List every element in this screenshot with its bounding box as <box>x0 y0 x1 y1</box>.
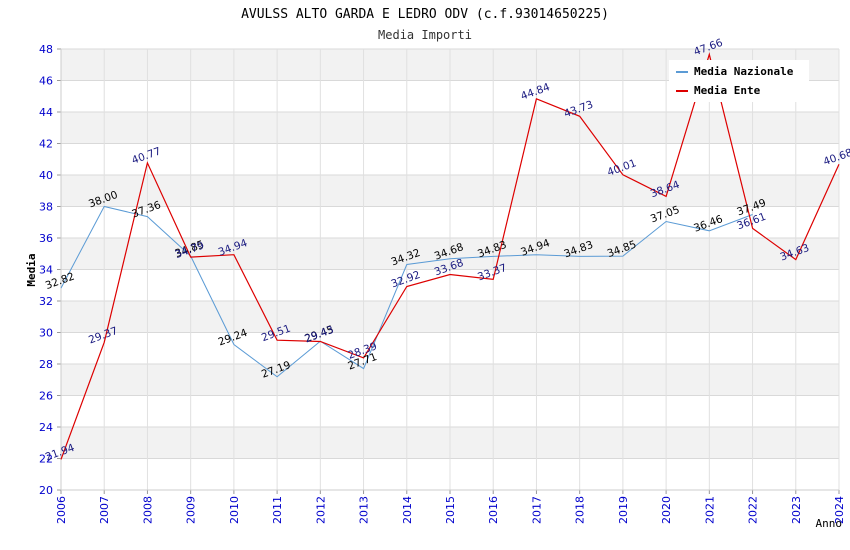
chart-subtitle: Media Importi <box>378 28 472 42</box>
x-tick-label: 2013 <box>358 496 371 524</box>
legend-label-media-ente: Media Ente <box>694 84 761 97</box>
y-tick-label: 28 <box>39 358 53 371</box>
series-lines <box>60 52 840 460</box>
y-tick-label: 36 <box>39 232 53 245</box>
x-tick-label: 2022 <box>747 496 760 524</box>
chart-title: AVULSS ALTO GARDA E LEDRO ODV (c.f.93014… <box>241 7 609 22</box>
x-tick-label: 2009 <box>185 496 198 524</box>
x-tick-label: 2015 <box>444 496 457 524</box>
x-tick-label: 2011 <box>271 496 284 524</box>
x-tick-label: 2012 <box>314 496 327 524</box>
x-tick-label: 2016 <box>487 496 500 524</box>
x-tick-label: 2014 <box>401 496 414 524</box>
x-tick-label: 2006 <box>55 496 68 524</box>
x-tick-label: 2019 <box>617 496 630 524</box>
y-tick-label: 20 <box>39 484 53 497</box>
legend: Media Nazionale Media Ente <box>669 60 809 102</box>
y-tick-label: 24 <box>39 421 53 434</box>
x-tick-label: 2020 <box>660 496 673 524</box>
y-axis-label: Media <box>25 253 38 286</box>
x-tick-label: 2017 <box>530 496 543 524</box>
x-tick-label: 2024 <box>833 496 846 524</box>
y-tick-label: 46 <box>39 75 53 88</box>
y-tick-label: 38 <box>39 201 53 214</box>
x-tick-label: 2021 <box>703 496 716 524</box>
y-tick-label: 42 <box>39 138 53 151</box>
x-tick-label: 2023 <box>790 496 803 524</box>
x-tick-label: 2010 <box>228 496 241 524</box>
x-tick-labels: 2006 2007 2008 2009 2010 2011 2012 2013 2014 2015… <box>55 496 846 524</box>
y-tick-label: 34 <box>39 264 53 277</box>
x-tick-label: 2007 <box>98 496 111 524</box>
y-tick-label: 22 <box>39 453 53 466</box>
series-line-media-nazionale <box>60 205 753 378</box>
series-line-media-ente <box>60 52 840 460</box>
y-tick-label: 40 <box>39 169 53 182</box>
y-tick-label: 26 <box>39 390 53 403</box>
y-tick-label: 48 <box>39 43 53 56</box>
legend-box <box>669 60 809 102</box>
y-tick-labels: 20 22 24 26 28 30 32 34 36 38 40 42 44 46 48 <box>39 43 53 497</box>
y-tick-label: 32 <box>39 295 53 308</box>
x-tick-label: 2018 <box>574 496 587 524</box>
axes <box>60 49 839 491</box>
y-tick-label: 44 <box>39 106 53 119</box>
y-tick-label: 30 <box>39 327 53 340</box>
x-tick-label: 2008 <box>141 496 154 524</box>
legend-label-media-nazionale: Media Nazionale <box>694 65 794 78</box>
x-axis-label: Anno <box>816 517 843 530</box>
grid-lines <box>57 48 840 494</box>
